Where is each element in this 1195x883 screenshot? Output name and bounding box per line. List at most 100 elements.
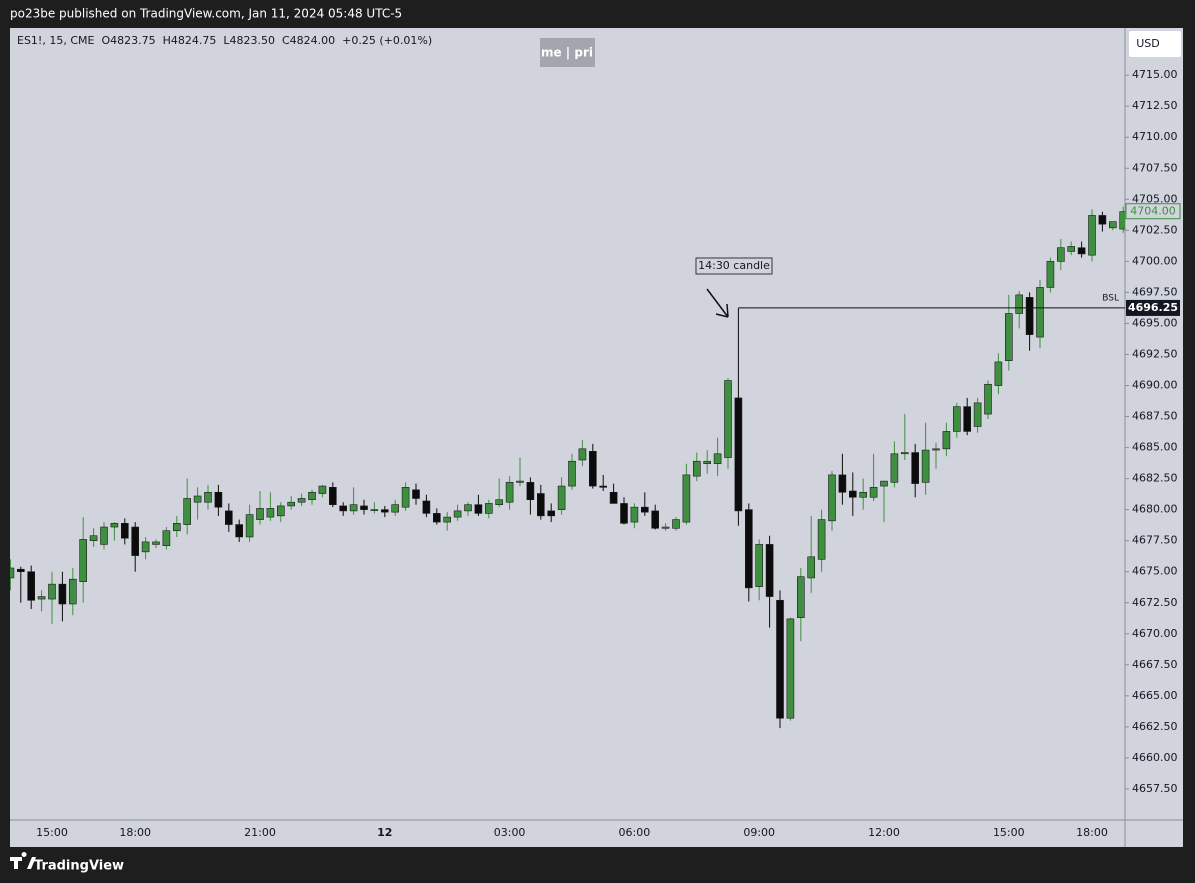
annotation-arrow — [706, 288, 729, 318]
candle-body — [828, 474, 836, 522]
candle-body — [1067, 246, 1075, 252]
candle-body — [859, 491, 868, 498]
candle-body — [370, 509, 379, 511]
candle-body — [1098, 215, 1107, 225]
y-tick-label: 4687.50 — [1132, 410, 1178, 423]
candle-body — [152, 541, 160, 545]
y-tick-label: 4707.50 — [1132, 161, 1178, 174]
legend-item: C4824.00 — [282, 34, 335, 47]
candle-body — [69, 578, 77, 605]
candle-body — [318, 485, 327, 494]
candle-body — [110, 523, 119, 528]
y-tick-label: 4710.00 — [1132, 130, 1178, 143]
candle-body — [1077, 247, 1086, 255]
y-tick-label: 4697.50 — [1132, 285, 1178, 298]
candle-body — [432, 513, 441, 523]
candle-body — [713, 453, 722, 465]
candle-body — [921, 449, 930, 483]
y-tick-label: 4682.50 — [1132, 472, 1178, 485]
candle-body — [464, 504, 472, 512]
candle-body — [193, 495, 202, 503]
candle-body — [651, 510, 660, 529]
candle-body — [900, 452, 909, 455]
candle-body — [1015, 294, 1024, 314]
annotation: 14:30 candle — [698, 259, 770, 272]
candle-body — [963, 406, 972, 432]
candle-body — [526, 482, 535, 501]
candle-body — [214, 491, 223, 508]
candle-body — [682, 474, 691, 523]
candle-body — [360, 505, 368, 510]
x-tick-label: 21:00 — [244, 826, 276, 839]
candle-body — [880, 480, 888, 487]
candle-body — [1004, 313, 1013, 361]
y-tick-label: 4712.50 — [1132, 99, 1178, 112]
y-tick-label: 4675.00 — [1132, 565, 1178, 578]
candle-body — [422, 500, 431, 514]
level-price: 4696.25 — [1128, 301, 1178, 314]
y-tick-label: 4690.00 — [1132, 379, 1178, 392]
candle-body — [578, 448, 587, 461]
candle-body — [121, 523, 129, 539]
candle-body — [297, 498, 306, 503]
candle-body — [287, 501, 296, 507]
candle-body — [734, 397, 743, 512]
candle-body — [588, 451, 597, 487]
candle-body — [505, 482, 514, 503]
candle-body — [786, 618, 795, 719]
y-tick-label: 4665.00 — [1132, 689, 1178, 702]
candle-body — [131, 526, 139, 556]
candle-body — [994, 361, 1003, 386]
y-tick-label: 4677.50 — [1132, 534, 1178, 547]
brand: TradingView — [34, 859, 124, 874]
x-tick-label: 03:00 — [494, 826, 526, 839]
candle-body — [848, 490, 857, 498]
candle-body — [380, 509, 389, 513]
candle-body — [100, 526, 108, 545]
candle-body — [973, 402, 982, 427]
brand-logo — [10, 852, 36, 869]
candle-body — [609, 491, 618, 504]
legend-item: O4823.75 — [101, 34, 155, 47]
candle-body — [10, 567, 15, 579]
legend-item: ES1!, 15, CME — [17, 34, 94, 47]
y-tick-label: 4685.00 — [1132, 441, 1178, 454]
candle-body — [48, 583, 56, 600]
candle-body — [27, 571, 36, 601]
x-tick-label: 18:00 — [119, 826, 151, 839]
candle-body — [1088, 215, 1096, 256]
candle-body — [869, 487, 878, 498]
y-tick-label: 4672.50 — [1132, 596, 1178, 609]
candle-body — [276, 505, 285, 517]
candle-body — [692, 460, 701, 477]
candle-body — [391, 504, 400, 513]
currency: USD — [1136, 37, 1160, 50]
candle-body — [1025, 297, 1034, 335]
candle-body — [453, 510, 462, 518]
candle-body — [58, 583, 67, 605]
candle-body — [162, 530, 171, 546]
candle-body — [568, 460, 576, 487]
candle-body — [755, 544, 764, 587]
watermark: me | pri — [541, 46, 593, 60]
candle-body — [838, 474, 847, 493]
candle-body — [256, 508, 264, 520]
candle-body — [817, 519, 826, 560]
candle-body — [942, 431, 951, 450]
candle-body — [765, 544, 774, 597]
legend-item: H4824.75 — [163, 34, 217, 47]
candle-body — [703, 460, 712, 465]
candle-body — [911, 452, 920, 484]
candle-body — [266, 508, 275, 518]
chart-area — [10, 28, 1183, 847]
candle-body — [672, 519, 680, 529]
candle-body — [89, 535, 98, 541]
candle-body — [557, 485, 566, 510]
candle-body — [339, 505, 348, 512]
candle-body — [328, 487, 337, 505]
candle-body — [776, 599, 784, 719]
candle-body — [599, 485, 608, 488]
y-tick-label: 4705.00 — [1132, 192, 1178, 205]
